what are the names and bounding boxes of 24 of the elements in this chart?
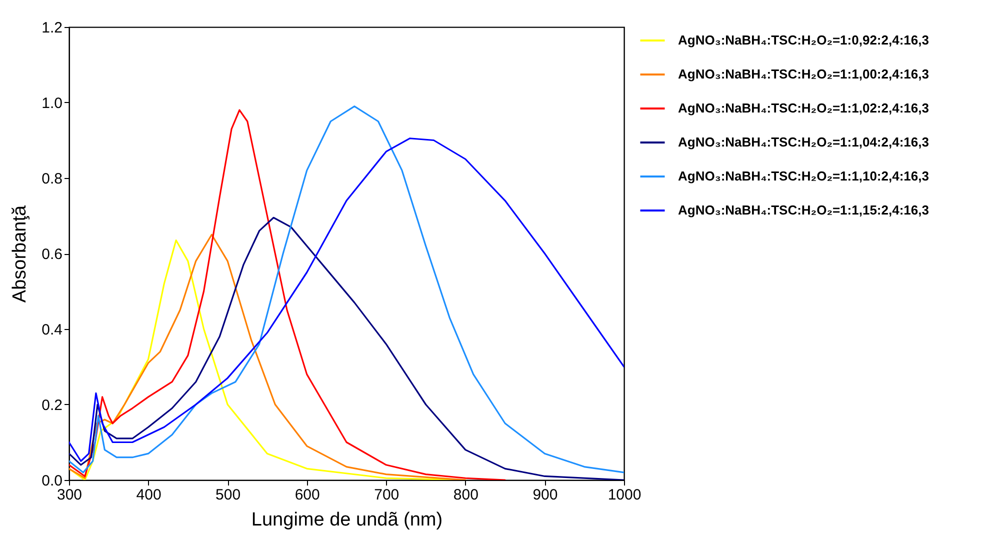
y-tick-label: 0.8	[42, 170, 62, 188]
y-tick-label: 0.6	[42, 246, 62, 263]
y-tick-label: 1.0	[42, 95, 62, 112]
y-tick-label: 0.4	[42, 322, 62, 338]
legend-label: AgNO₃:NaBH₄:TSC:H₂O₂=1:1,02:2,4:16,3	[678, 100, 929, 116]
legend-label: AgNO₃:NaBH₄:TSC:H₂O₂=1:1,10:2,4:16,3	[678, 168, 929, 184]
y-tick-label: 0.0	[42, 472, 62, 490]
legend-label: AgNO₃:NaBH₄:TSC:H₂O₂=1:1,15:2,4:16,3	[678, 202, 929, 218]
x-tick-label: 800	[453, 486, 478, 504]
x-tick-label: 700	[374, 486, 400, 504]
x-tick-label: 300	[56, 486, 82, 504]
x-tick-label: 900	[532, 486, 558, 504]
x-tick-label: 600	[294, 486, 320, 504]
y-tick-label: 1.2	[42, 20, 62, 36]
y-tick-label: 0.2	[42, 397, 62, 414]
x-tick-label: 1000	[608, 486, 642, 504]
legend-label: AgNO₃:NaBH₄:TSC:H₂O₂=1:1,04:2,4:16,3	[678, 134, 929, 150]
legend-label: AgNO₃:NaBH₄:TSC:H₂O₂=1:0,92:2,4:16,3	[678, 32, 929, 48]
legend-label: AgNO₃:NaBH₄:TSC:H₂O₂=1:1,00:2,4:16,3	[678, 66, 929, 82]
line-series	[69, 109, 506, 480]
x-tick-label: 500	[216, 486, 241, 504]
x-axis-title: Lungime de undã (nm)	[251, 510, 443, 530]
x-tick-label: 400	[136, 486, 162, 504]
y-axis-title: Absorbanţă	[10, 204, 31, 303]
